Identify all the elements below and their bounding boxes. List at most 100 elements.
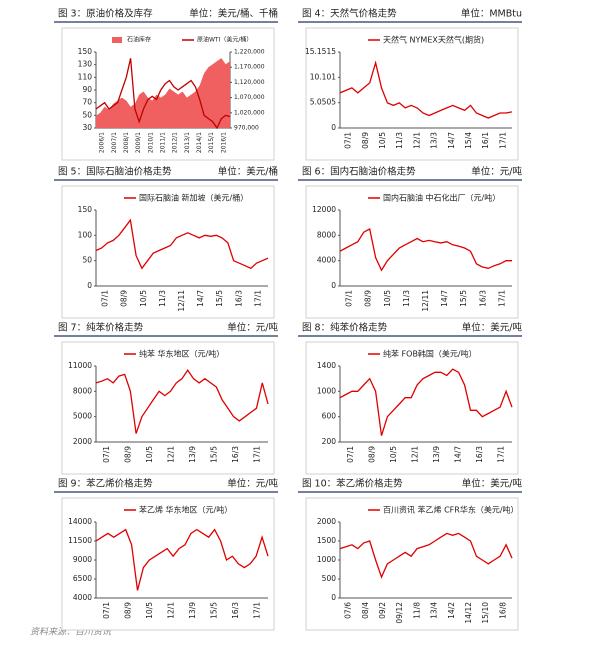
y-tick-label: 500 [322, 574, 337, 583]
y-tick-label: 5.0505 [310, 98, 336, 107]
x-tick-label: 17/1 [253, 290, 262, 307]
x-tick-label: 12/1 [410, 446, 419, 463]
caption: 图 4：天然气价格走势 [302, 8, 397, 20]
y-tick-label: 4000 [73, 593, 92, 602]
y-tick-label: 11500 [68, 536, 92, 545]
line [339, 60, 513, 119]
chart-box [305, 27, 519, 161]
x-tick-label: 17/1 [496, 446, 505, 463]
y-tick-label: 2000 [317, 517, 336, 526]
y-tick-label: 1500 [317, 536, 336, 545]
y-tick-label: 1000 [317, 555, 336, 564]
y2-tick-label: 1,170,000 [234, 64, 265, 71]
x-tick-label: 08/9 [361, 132, 370, 149]
x-tick-label: 16/3 [234, 290, 243, 307]
y-tick-label: 1000 [317, 386, 336, 395]
x-tick-label: 10/5 [145, 446, 154, 463]
line [95, 58, 231, 130]
legend-swatch [112, 37, 122, 43]
x-tick-label: 12/11 [421, 290, 430, 312]
unit: 单位：美元/吨 [462, 478, 523, 490]
y-tick-label: 11000 [68, 361, 92, 370]
y-tick-label: 50 [82, 110, 92, 119]
x-tick-label: 11/3 [402, 290, 411, 307]
x-tick-label: 12/11 [177, 290, 186, 312]
x-tick-label: 08/9 [364, 290, 373, 307]
caption: 图 6：国内石脑油价格走势 [302, 166, 416, 178]
x-tick-label: 2009/1 [135, 132, 142, 153]
x-tick-label: 14/7 [453, 446, 462, 463]
x-tick-label: 14/7 [447, 132, 456, 149]
x-tick-label: 13/9 [188, 602, 197, 619]
x-tick-label: 07/1 [346, 446, 355, 463]
y2-tick-label: 1,220,000 [234, 49, 265, 56]
y2-tick-label: 1,070,000 [234, 94, 265, 101]
x-tick-label: 08/9 [123, 602, 132, 619]
x-tick-label: 2006/1 [99, 132, 106, 153]
legend-label: 原油WTI（美元/桶） [197, 36, 252, 44]
y-tick-label: 15.1515 [305, 47, 336, 56]
caption: 图 10：苯乙烯价格走势 [302, 478, 403, 490]
y-tick-label: 110 [78, 72, 93, 81]
chart-box [305, 185, 519, 319]
y-tick-label: 200 [322, 437, 337, 446]
line [95, 218, 269, 270]
chart-box [61, 341, 275, 475]
chart-box [61, 27, 275, 161]
x-tick-label: 2016/1 [220, 132, 227, 153]
unit: 单位：美元/桶 [218, 166, 278, 178]
x-tick-label: 10/5 [389, 446, 398, 463]
line [95, 528, 269, 591]
x-tick-label: 14/7 [440, 290, 449, 307]
unit: 单位：MMBtu [461, 8, 522, 20]
area [96, 58, 230, 128]
y2-tick-label: 1,120,000 [234, 79, 265, 86]
x-tick-label: 10/5 [145, 602, 154, 619]
legend-label: 纯苯 FOB韩国（美元/吨） [383, 349, 477, 359]
y-tick-label: 600 [322, 412, 337, 421]
line [339, 532, 513, 579]
legend-label: 国际石脑油 新加坡（美元/桶） [139, 193, 248, 203]
x-tick-label: 14/7 [196, 290, 205, 307]
x-tick-label: 16/8 [498, 602, 507, 619]
chart-box [305, 497, 519, 631]
y-tick-label: 4000 [317, 256, 336, 265]
x-tick-label: 15/5 [209, 446, 218, 463]
caption: 图 7：纯苯价格走势 [58, 322, 144, 334]
x-tick-label: 2008/1 [123, 132, 130, 153]
x-tick-label: 07/1 [101, 290, 110, 307]
x-tick-label: 07/6 [344, 602, 353, 619]
x-tick-label: 16/3 [231, 602, 240, 619]
x-tick-label: 10/5 [383, 290, 392, 307]
x-tick-label: 14/2 [447, 602, 456, 619]
x-tick-label: 10/5 [378, 132, 387, 149]
x-tick-label: 16/3 [231, 446, 240, 463]
x-tick-label: 2014/1 [196, 132, 203, 153]
y-tick-label: 1400 [317, 361, 336, 370]
y-tick-label: 2000 [73, 437, 92, 446]
x-tick-label: 2010/1 [147, 132, 154, 153]
line [339, 368, 513, 436]
x-tick-label: 14/12 [464, 602, 473, 624]
y-tick-label: 0 [87, 281, 92, 290]
legend-label: 百川资讯 苯乙烯 CFR华东（美元/吨） [383, 505, 519, 515]
y-tick-label: 150 [78, 205, 93, 214]
legend-label: 苯乙烯 华东地区（元/吨） [139, 505, 232, 515]
x-tick-label: 12/1 [412, 132, 421, 149]
line [339, 228, 512, 272]
x-tick-label: 08/9 [123, 446, 132, 463]
y-tick-label: 90 [82, 85, 92, 94]
y-tick-label: 0 [331, 593, 336, 602]
y-tick-label: 14000 [68, 517, 92, 526]
x-tick-label: 07/1 [102, 446, 111, 463]
x-tick-label: 2007/1 [111, 132, 118, 153]
x-tick-label: 11/3 [158, 290, 167, 307]
x-tick-label: 12/1 [166, 446, 175, 463]
x-tick-label: 08/4 [361, 602, 370, 619]
x-tick-label: 17/1 [252, 602, 261, 619]
x-tick-label: 10/5 [139, 290, 148, 307]
line [95, 369, 269, 434]
y-tick-label: 0 [331, 281, 336, 290]
chart-box [61, 185, 275, 319]
